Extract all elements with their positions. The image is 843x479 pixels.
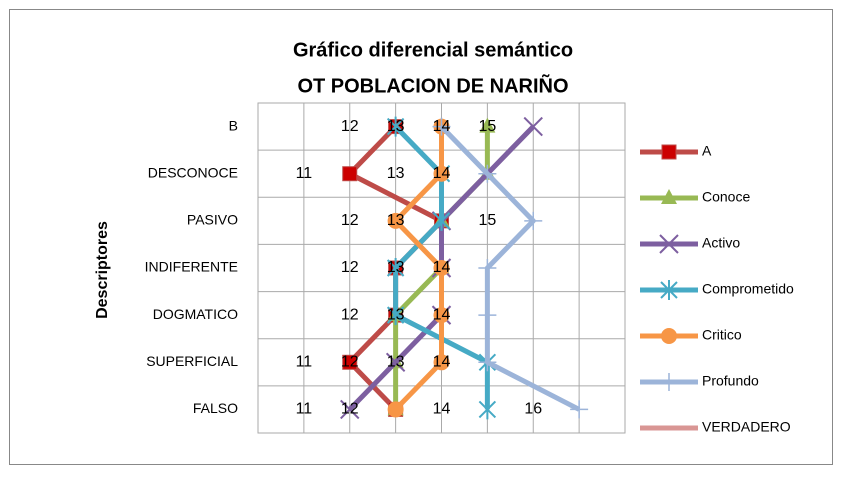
data-label: 12 (341, 306, 359, 323)
data-label: 12 (341, 259, 359, 276)
chart-title: OT POBLACION DE NARIÑO (297, 74, 568, 97)
data-label: 15 (478, 212, 496, 229)
y-tick-label: SUPERFICIAL (146, 353, 238, 369)
marker (661, 189, 677, 204)
y-tick-label: PASIVO (187, 212, 238, 228)
legend-label: Critico (702, 327, 742, 343)
marker (340, 399, 360, 420)
data-label: 12 (341, 212, 359, 229)
data-label: 16 (524, 401, 542, 418)
series (432, 117, 589, 419)
marker (478, 353, 497, 372)
marker (660, 373, 678, 391)
marker (524, 211, 543, 230)
marker (570, 400, 589, 419)
marker (659, 234, 679, 254)
data-label: 13 (387, 165, 405, 182)
y-tick-label: DOGMATICO (153, 306, 238, 322)
chart-border (9, 9, 833, 465)
marker (478, 306, 497, 325)
legend-label: VERDADERO (702, 419, 791, 435)
data-label: 14 (433, 354, 451, 371)
data-label: 14 (433, 401, 451, 418)
data-label: 11 (296, 401, 313, 418)
marker (385, 352, 406, 372)
y-tick-label: DESCONOCE (148, 164, 238, 180)
marker (432, 210, 451, 231)
data-label: 13 (387, 306, 405, 323)
y-tick-label: INDIFERENTE (145, 259, 238, 275)
legend-label: Activo (702, 235, 740, 251)
data-label: 13 (387, 259, 405, 276)
data-label: 14 (433, 165, 451, 182)
legend-label: Comprometido (702, 281, 794, 297)
marker (342, 354, 358, 370)
marker (478, 259, 497, 277)
legend-label: Conoce (702, 189, 750, 205)
legend-label: Profundo (702, 373, 759, 389)
legend-label: A (702, 143, 712, 159)
y-axis-title: Descriptores (94, 221, 111, 319)
data-label: 13 (387, 354, 405, 371)
marker (478, 399, 497, 420)
data-label: 14 (433, 259, 451, 276)
data-label: 12 (341, 354, 359, 371)
marker (433, 307, 450, 324)
data-label: 13 (387, 118, 405, 135)
y-tick-label: FALSO (193, 400, 238, 416)
marker (386, 116, 405, 137)
data-label: 14 (433, 306, 451, 323)
marker (387, 401, 404, 418)
chart-title: Gráfico diferencial semántico (293, 39, 573, 61)
marker (342, 166, 358, 182)
data-label: 11 (296, 354, 313, 371)
marker (478, 164, 497, 183)
marker (433, 354, 450, 371)
marker (433, 165, 450, 182)
data-label: 15 (478, 118, 496, 135)
marker (479, 117, 496, 133)
marker (523, 116, 543, 137)
data-label: 14 (433, 118, 451, 135)
marker (432, 117, 451, 136)
marker (433, 260, 450, 276)
marker (386, 258, 405, 278)
data-label: 12 (341, 118, 359, 135)
data-label: 11 (296, 165, 313, 182)
marker (387, 212, 404, 229)
y-tick-label: B (229, 117, 238, 133)
marker (661, 328, 677, 344)
data-label: 12 (341, 401, 359, 418)
marker (661, 144, 677, 160)
marker (660, 280, 678, 300)
marker (386, 305, 405, 326)
data-label: 13 (387, 212, 405, 229)
